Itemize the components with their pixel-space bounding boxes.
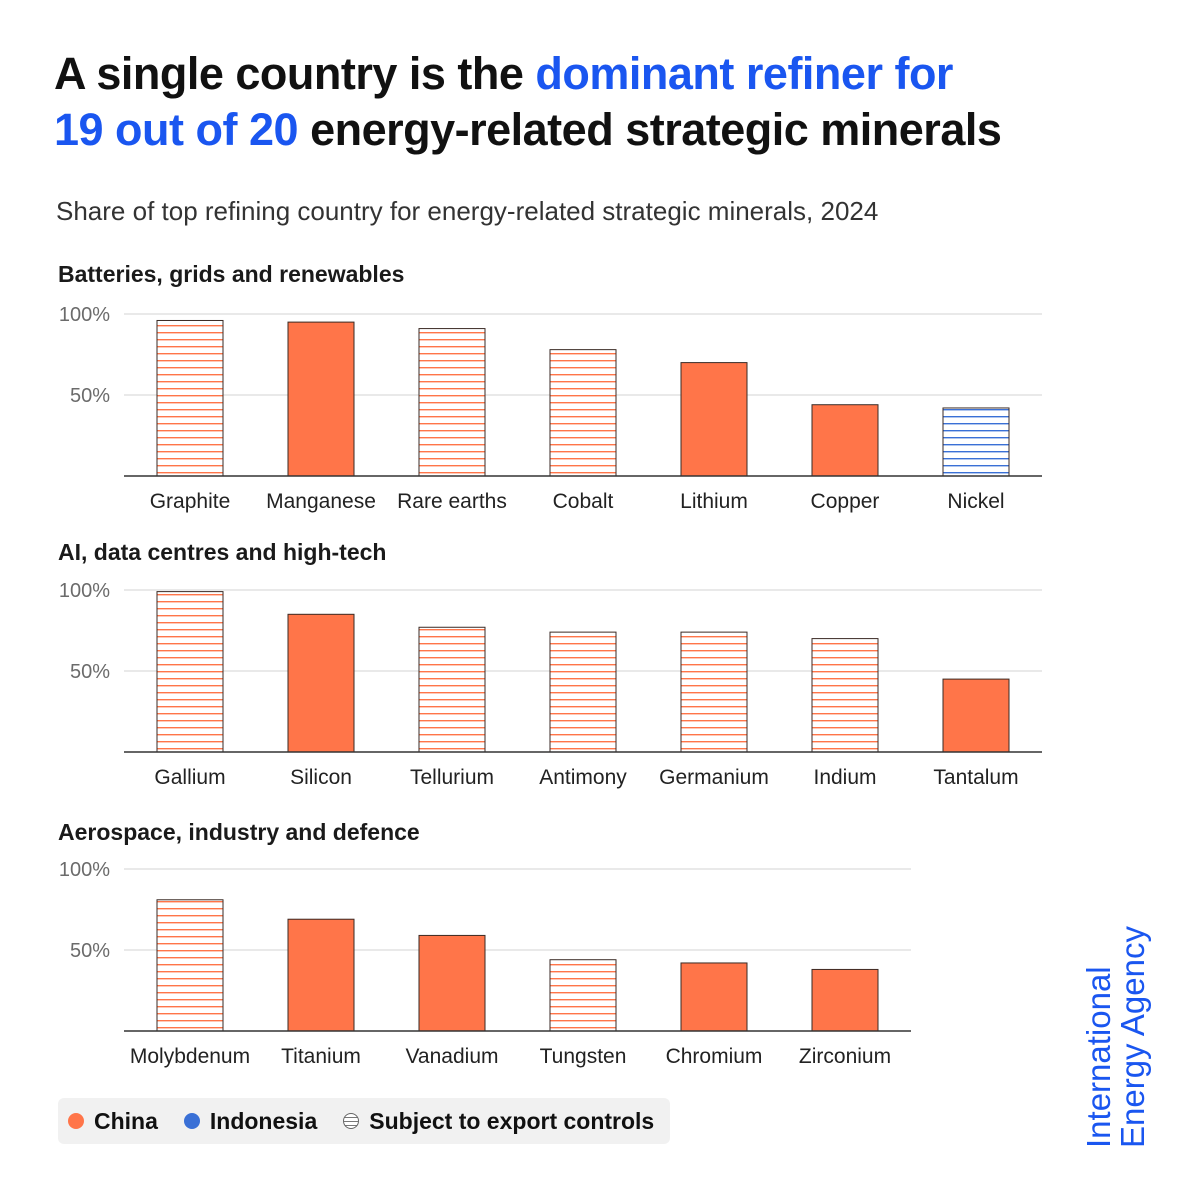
brand-line-2: Energy Agency — [1114, 926, 1151, 1148]
chart-aerospace: 100% 50% Molybdenum Titanium Vanadium Tungste… — [59, 859, 911, 1068]
bar-graphite — [156, 319, 224, 477]
brand-line-1: International — [1080, 966, 1117, 1148]
title-highlight-2: 19 out of 20 — [54, 104, 299, 155]
panel-title-ai: AI, data centres and high-tech — [58, 539, 387, 565]
y-tick-label: 50% — [70, 661, 110, 683]
bar-germanium — [680, 631, 748, 753]
bar-lithium — [680, 362, 748, 477]
title-highlight-1: dominant refiner for — [535, 48, 953, 99]
bar-chromium — [680, 962, 748, 1032]
x-label-rare-earths: Rare earths — [397, 490, 507, 513]
bar-indium — [811, 638, 879, 753]
x-label-antimony: Antimony — [539, 766, 627, 789]
bar-antimony — [549, 631, 617, 753]
chart-batteries: 100% 50% Graphite Manganese Rare earths Cobal… — [59, 304, 1042, 513]
bar-molybdenum — [156, 899, 224, 1032]
legend-item-export-controls: Subject to export controls — [343, 1108, 654, 1135]
striped-dot-icon — [343, 1113, 360, 1129]
x-label-indium: Indium — [813, 766, 876, 789]
bar-gallium — [156, 591, 224, 753]
china-dot-icon — [68, 1113, 84, 1129]
x-label-tellurium: Tellurium — [410, 766, 494, 789]
legend: China Indonesia Subject to export contro… — [58, 1098, 671, 1144]
bar-tellurium — [418, 626, 486, 753]
bar-vanadium — [418, 934, 486, 1032]
legend-label-export-controls: Subject to export controls — [369, 1107, 655, 1134]
iea-logo: International Energy Agency — [1080, 926, 1151, 1148]
chart-subtitle: Share of top refining country for energy… — [56, 196, 879, 226]
chart-ai-high-tech: 100% 50% Gallium Silicon Tellurium Antimony Ge… — [59, 580, 1042, 789]
bar-tantalum — [942, 678, 1010, 753]
legend-label-indonesia: Indonesia — [209, 1107, 318, 1134]
x-label-germanium: Germanium — [659, 766, 769, 789]
indonesia-dot-icon — [183, 1113, 200, 1129]
bar-rare-earths — [418, 328, 486, 477]
x-label-silicon: Silicon — [290, 766, 352, 789]
y-tick-label: 50% — [70, 385, 110, 407]
bar-tungsten — [549, 959, 617, 1032]
x-label-cobalt: Cobalt — [553, 490, 614, 513]
x-label-chromium: Chromium — [666, 1045, 763, 1068]
y-tick-label: 100% — [59, 304, 110, 326]
bar-copper — [811, 404, 879, 477]
y-tick-label: 50% — [70, 940, 110, 962]
y-tick-label: 100% — [59, 580, 110, 602]
x-label-lithium: Lithium — [680, 490, 748, 513]
legend-label-china: China — [94, 1107, 158, 1134]
bar-manganese — [287, 321, 355, 477]
panel-title-aerospace: Aerospace, industry and defence — [58, 819, 420, 845]
legend-item-indonesia: Indonesia — [183, 1107, 318, 1135]
x-label-molybdenum: Molybdenum — [130, 1045, 250, 1068]
bar-silicon — [287, 613, 355, 753]
panel-title-batteries: Batteries, grids and renewables — [58, 261, 405, 287]
chart-title: A single country is the dominant refiner… — [54, 46, 1154, 158]
bar-nickel — [942, 407, 1010, 477]
x-label-vanadium: Vanadium — [405, 1045, 498, 1068]
bar-cobalt — [549, 349, 617, 477]
x-label-tantalum: Tantalum — [933, 766, 1018, 789]
title-part-1: A single country is the — [54, 48, 536, 99]
x-label-zirconium: Zirconium — [799, 1045, 891, 1068]
bar-titanium — [287, 918, 355, 1032]
title-part-2: energy-related strategic minerals — [298, 104, 1002, 155]
bar-zirconium — [811, 968, 879, 1032]
x-label-nickel: Nickel — [947, 490, 1004, 513]
y-tick-label: 100% — [59, 859, 110, 881]
x-label-copper: Copper — [811, 490, 880, 513]
x-label-manganese: Manganese — [266, 490, 376, 513]
x-label-titanium: Titanium — [281, 1045, 361, 1068]
x-label-graphite: Graphite — [150, 490, 231, 513]
x-label-gallium: Gallium — [154, 766, 225, 789]
legend-item-china: China — [68, 1108, 158, 1135]
x-label-tungsten: Tungsten — [540, 1045, 627, 1068]
